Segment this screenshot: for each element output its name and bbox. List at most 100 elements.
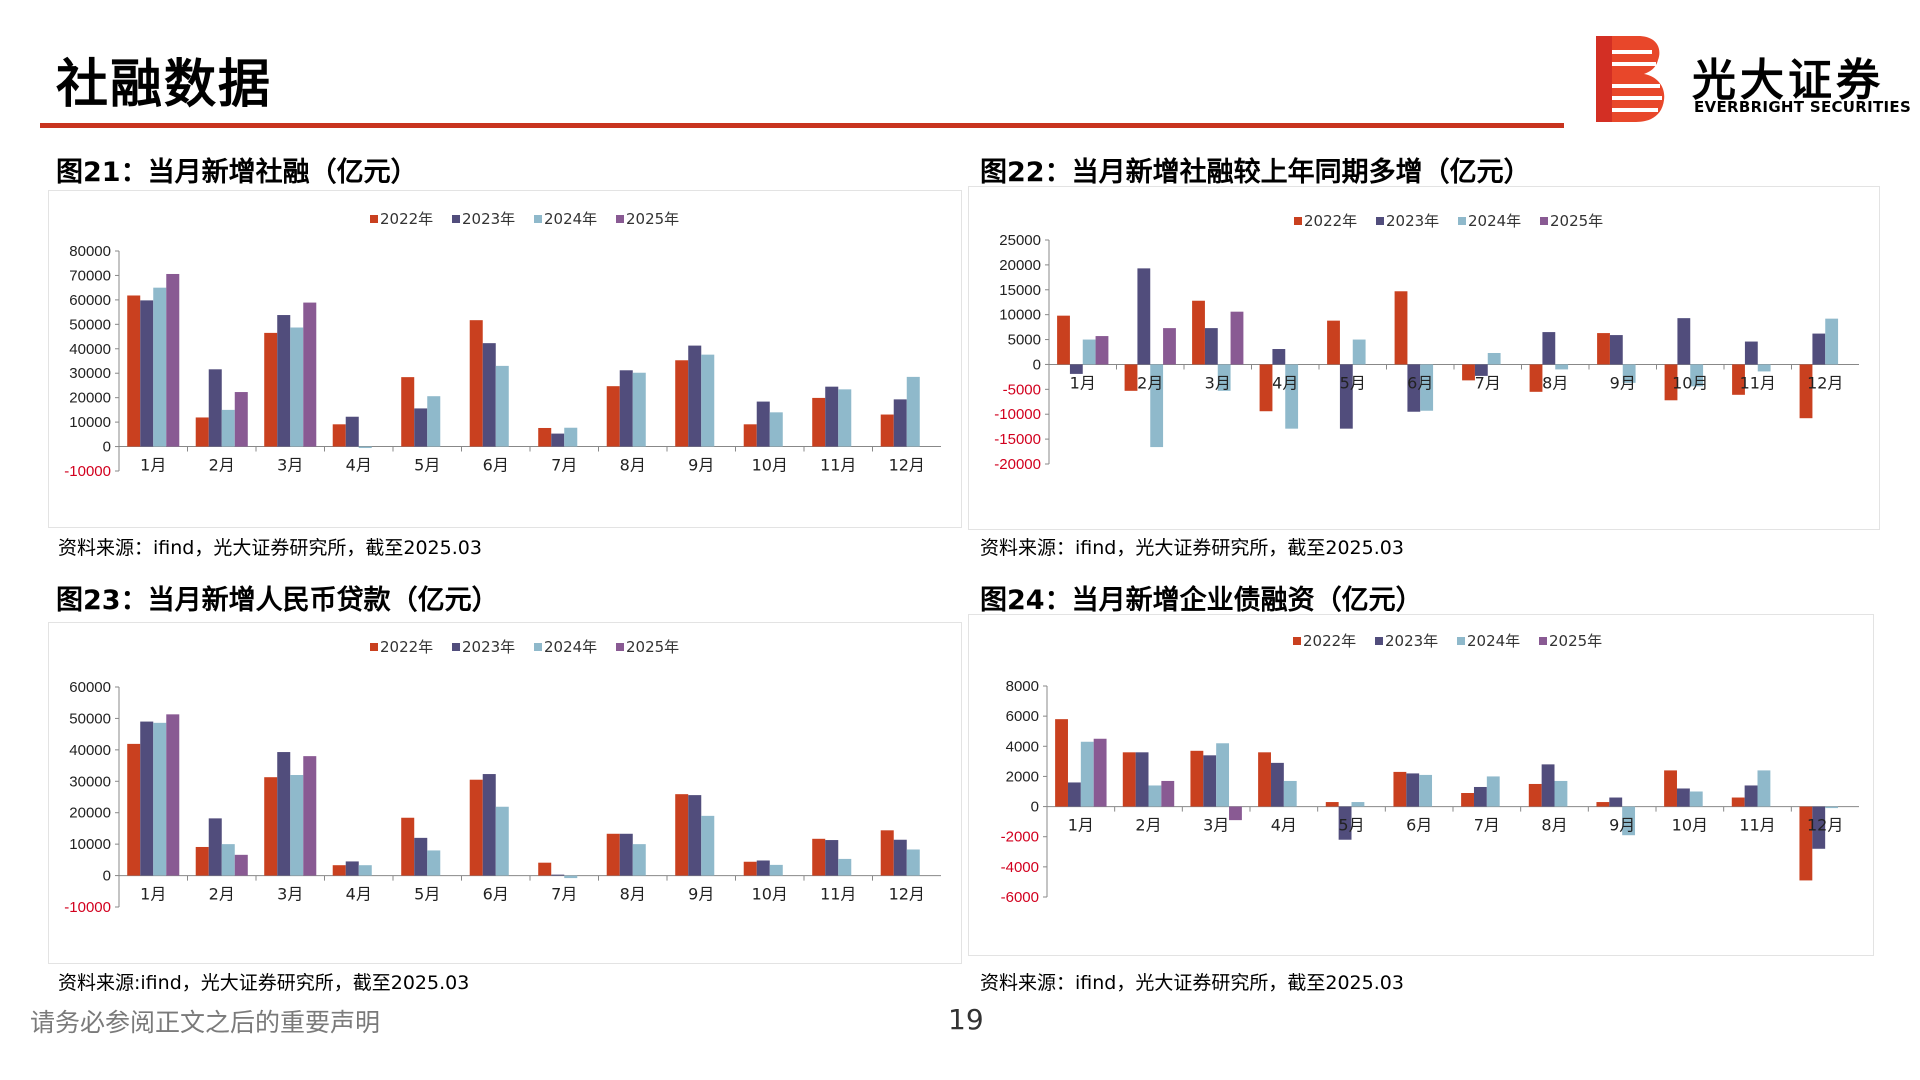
bar bbox=[1731, 797, 1745, 807]
legend-label: 2022年 bbox=[380, 210, 433, 228]
y-tick-label: 60000 bbox=[69, 292, 111, 309]
bar bbox=[127, 295, 141, 447]
bar bbox=[551, 433, 565, 447]
bar bbox=[469, 779, 483, 876]
legend-label: 2023年 bbox=[1386, 212, 1439, 230]
x-tick-label: 8月 bbox=[1541, 816, 1567, 835]
bar bbox=[1406, 773, 1420, 807]
y-tick-label: 0 bbox=[1031, 799, 1039, 816]
bar bbox=[675, 360, 689, 447]
bar bbox=[1812, 806, 1826, 849]
y-tick-label: 30000 bbox=[69, 773, 111, 790]
legend-label: 2025年 bbox=[1549, 632, 1602, 650]
legend-swatch bbox=[534, 643, 542, 651]
bar bbox=[1799, 806, 1813, 881]
title-rule bbox=[40, 123, 1564, 128]
fig23-title: 图23：当月新增人民币贷款（亿元） bbox=[56, 585, 499, 616]
legend-swatch bbox=[370, 643, 378, 651]
bar bbox=[290, 327, 304, 447]
bar bbox=[1664, 364, 1678, 401]
brand-name-cn: 光大证券 bbox=[1692, 55, 1884, 106]
legend-label: 2022年 bbox=[1303, 632, 1356, 650]
bar bbox=[358, 446, 372, 449]
x-tick-label: 12月 bbox=[1807, 373, 1843, 392]
legend-label: 2024年 bbox=[544, 638, 597, 656]
legend-label: 2025年 bbox=[626, 210, 679, 228]
y-tick-label: 5000 bbox=[1008, 332, 1041, 349]
legend-label: 2023年 bbox=[1385, 632, 1438, 650]
legend-swatch bbox=[616, 643, 624, 651]
bar bbox=[1528, 783, 1542, 807]
bar bbox=[221, 844, 235, 876]
y-tick-label: -4000 bbox=[1001, 859, 1039, 876]
fig22-chart: 2022年 2023年 2024年 2025年 -20000 -15000 -10000 -5… bbox=[968, 186, 1880, 530]
bar bbox=[414, 837, 428, 876]
bar bbox=[688, 345, 702, 447]
bar bbox=[1676, 788, 1690, 807]
bar bbox=[401, 377, 415, 447]
x-tick-label: 1月 bbox=[140, 885, 166, 904]
bar bbox=[1689, 791, 1703, 807]
bar bbox=[264, 777, 278, 876]
y-tick-label: 10000 bbox=[999, 307, 1041, 324]
x-tick-label: 9月 bbox=[688, 885, 714, 904]
bar bbox=[208, 818, 222, 876]
bar bbox=[1272, 349, 1286, 365]
x-tick-label: 2月 bbox=[209, 885, 235, 904]
bar bbox=[1217, 364, 1231, 391]
bar bbox=[1825, 318, 1839, 365]
bar bbox=[1192, 300, 1205, 365]
bar bbox=[838, 389, 852, 447]
bar bbox=[140, 721, 154, 876]
bar bbox=[1163, 328, 1176, 365]
bar bbox=[1069, 364, 1083, 374]
y-tick-label: -10000 bbox=[64, 463, 111, 480]
bar bbox=[1812, 333, 1826, 365]
bar bbox=[1055, 719, 1068, 807]
bar bbox=[675, 794, 689, 876]
bar bbox=[1529, 364, 1543, 392]
x-tick-label: 5月 bbox=[1338, 816, 1364, 835]
fig22-svg: 2022年 2023年 2024年 2025年 -20000 -15000 -10000 -5… bbox=[994, 212, 1859, 473]
legend-swatch bbox=[534, 215, 542, 223]
page-title: 社融数据 bbox=[56, 55, 273, 115]
x-tick-label: 10月 bbox=[752, 885, 788, 904]
bar bbox=[469, 320, 483, 447]
bar bbox=[756, 401, 770, 447]
bar bbox=[1677, 318, 1691, 365]
fig24-source: 资料来源：ifind，光大证券研究所，截至2025.03 bbox=[980, 972, 1404, 994]
bar bbox=[427, 396, 441, 447]
bar bbox=[1270, 762, 1284, 807]
bar bbox=[906, 849, 920, 876]
bar bbox=[538, 862, 552, 876]
bar bbox=[1351, 802, 1365, 807]
fig23-svg: 2022年 2023年 2024年 2025年 -10000 0 10000 20000 300… bbox=[64, 638, 941, 916]
bar bbox=[140, 300, 154, 447]
y-tick-label: 50000 bbox=[69, 316, 111, 333]
bar bbox=[701, 354, 715, 447]
bar bbox=[1393, 771, 1407, 807]
legend-label: 2025年 bbox=[626, 638, 679, 656]
x-tick-label: 5月 bbox=[414, 885, 440, 904]
y-tick-label: 0 bbox=[1033, 356, 1041, 373]
x-tick-label: 4月 bbox=[346, 885, 372, 904]
legend-swatch bbox=[1375, 637, 1383, 645]
bar bbox=[221, 409, 235, 447]
x-tick-label: 4月 bbox=[1272, 373, 1298, 392]
y-tick-label: 20000 bbox=[69, 805, 111, 822]
bar bbox=[1230, 311, 1244, 365]
legend-swatch bbox=[370, 215, 378, 223]
bar bbox=[290, 775, 304, 876]
bar bbox=[166, 714, 180, 876]
bar bbox=[1462, 364, 1475, 381]
fig21-title: 图21：当月新增社融（亿元） bbox=[56, 157, 418, 188]
fig21-chart: 2022年 2023年 2024年 2025年 -10000 0 10000 20000 300… bbox=[48, 190, 962, 528]
bar bbox=[743, 424, 757, 447]
x-tick-label: 6月 bbox=[483, 885, 509, 904]
bar bbox=[1555, 364, 1569, 370]
everbright-logo-icon bbox=[1596, 36, 1665, 122]
legend-swatch bbox=[1293, 637, 1301, 645]
legend-label: 2024年 bbox=[1467, 632, 1520, 650]
page-number: 19 bbox=[948, 1003, 984, 1036]
bar bbox=[1541, 764, 1555, 807]
